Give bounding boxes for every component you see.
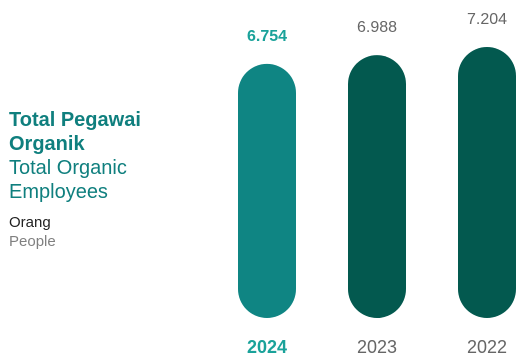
- category-label-2023: 2023: [357, 337, 397, 357]
- bar-2024: [238, 63, 296, 318]
- category-label-2022: 2022: [467, 337, 507, 357]
- chart-title-id: Total Pegawai Organik: [9, 109, 141, 155]
- chart-legend: Total Pegawai Organik Total Organic Empl…: [9, 108, 209, 251]
- value-label-2024: 6.754: [247, 28, 287, 45]
- value-label-2022: 7.204: [467, 11, 507, 28]
- unit-label-id: Orang: [9, 214, 51, 231]
- chart-title-en: Total Organic Employees: [9, 157, 127, 203]
- unit-label-en: People: [9, 233, 56, 250]
- bar-2023: [348, 55, 406, 318]
- bar-2022: [458, 47, 516, 318]
- value-label-2023: 6.988: [357, 19, 397, 36]
- category-label-2024: 2024: [247, 337, 287, 357]
